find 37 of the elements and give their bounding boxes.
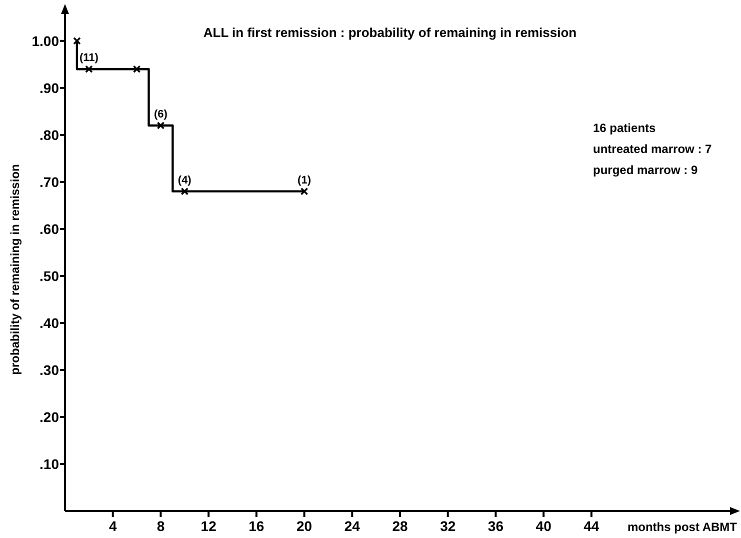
x-tick-label: 4: [108, 518, 117, 534]
y-tick-label: .10: [40, 456, 60, 472]
y-tick-label: .90: [40, 80, 60, 96]
x-tick-label: 20: [296, 518, 312, 534]
y-axis-title: probability of remaining in remission: [8, 164, 22, 375]
y-tick-label: .80: [40, 126, 60, 143]
y-tick-label: .30: [40, 362, 60, 378]
annotation: (1): [298, 174, 312, 186]
x-tick-label: 24: [344, 518, 360, 534]
y-tick-label: .40: [40, 314, 60, 331]
text: ALL in first remission : probability of remaining in remission: [203, 25, 577, 40]
x-tick-label: 40: [536, 518, 552, 534]
point: [73, 37, 81, 45]
annotation: untreated marrow : 7: [593, 142, 712, 156]
y-tick-label: 1.00: [32, 32, 60, 49]
x-tick-label: 12: [200, 518, 217, 534]
point: [132, 65, 141, 74]
x-tick-label: 32: [440, 518, 456, 534]
y-tick-label: .50: [40, 268, 60, 284]
y-tick-label: .60: [40, 220, 60, 237]
annotation: (11): [79, 52, 99, 64]
x-tick-label: 36: [488, 518, 504, 534]
x-tick-label: 8: [156, 518, 165, 534]
annotation: 16 patients: [593, 121, 656, 135]
x-tick-label: 44: [584, 518, 600, 534]
annotation: purged marrow : 9: [593, 163, 698, 177]
point: [85, 65, 93, 74]
x-tick-label: 16: [248, 518, 264, 534]
point: [300, 187, 308, 196]
point: [180, 187, 189, 196]
x-axis-title: months post ABMT: [627, 520, 738, 534]
y-tick-label: .70: [40, 174, 60, 190]
x-tick-label: 28: [392, 518, 408, 534]
annotation: (6): [154, 108, 168, 121]
annotation: (4): [178, 174, 192, 186]
y-tick-label: .20: [40, 408, 60, 425]
point: [156, 122, 165, 130]
